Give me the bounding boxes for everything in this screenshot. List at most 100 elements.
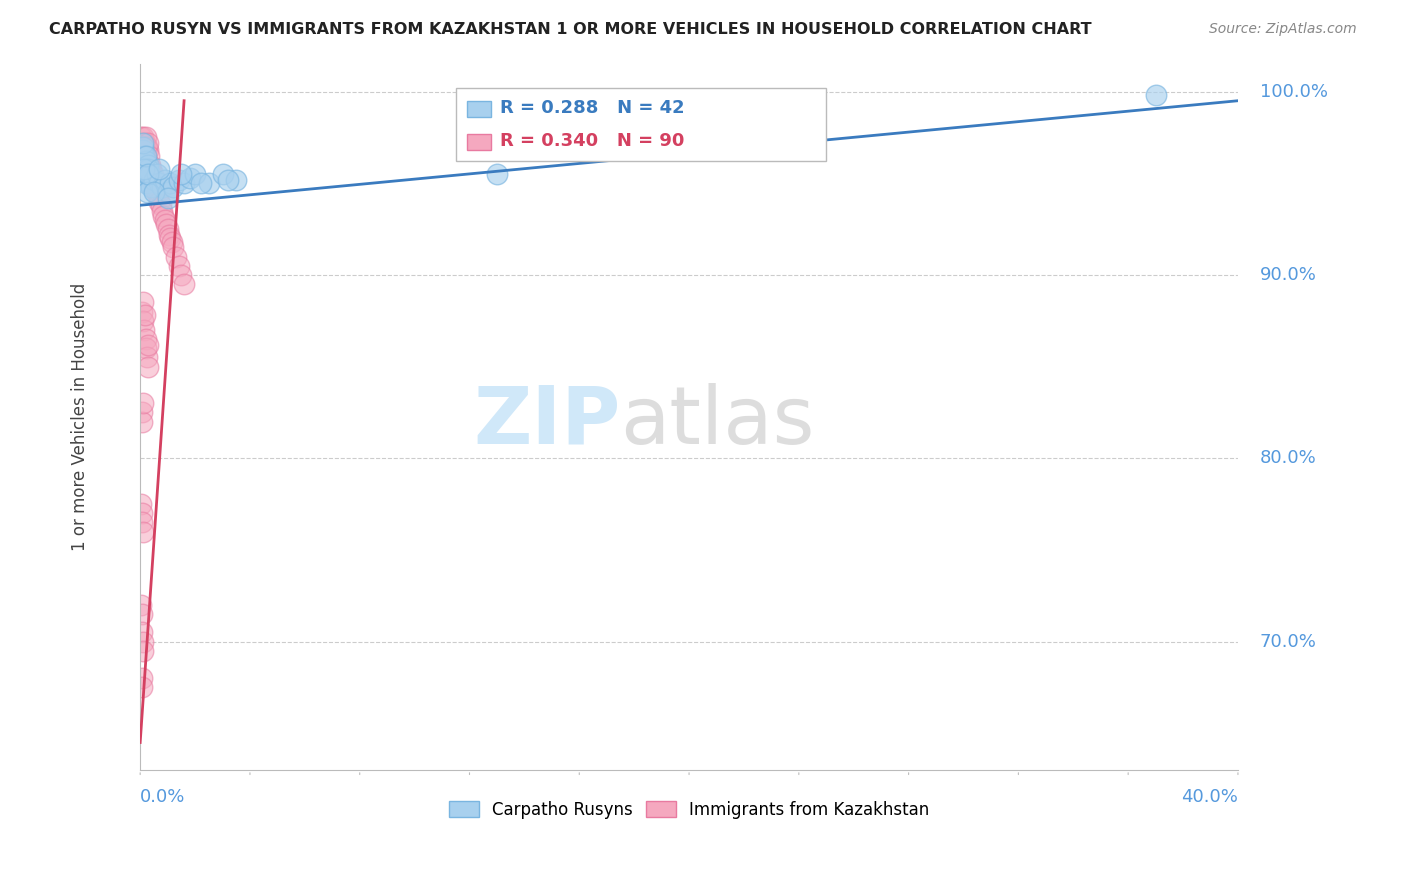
Point <box>165 250 187 264</box>
Point <box>134 149 156 163</box>
Bar <box>467 101 492 117</box>
Point <box>149 198 172 212</box>
Point <box>145 167 167 181</box>
Point <box>138 359 160 374</box>
Point <box>136 337 159 351</box>
Point <box>132 161 155 176</box>
Point <box>131 139 153 153</box>
Point <box>132 167 155 181</box>
Point <box>184 167 207 181</box>
Text: CARPATHO RUSYN VS IMMIGRANTS FROM KAZAKHSTAN 1 OR MORE VEHICLES IN HOUSEHOLD COR: CARPATHO RUSYN VS IMMIGRANTS FROM KAZAKH… <box>49 22 1092 37</box>
Point <box>148 161 170 176</box>
Point <box>148 186 170 200</box>
Point <box>135 130 157 145</box>
Point <box>153 172 176 186</box>
Point <box>135 149 157 163</box>
Point <box>139 158 162 172</box>
Point <box>131 143 153 157</box>
Point <box>143 180 166 194</box>
Point <box>132 136 155 150</box>
Point <box>129 143 152 157</box>
Point <box>162 180 184 194</box>
Point <box>135 167 157 181</box>
Point <box>160 235 183 249</box>
Point <box>131 158 153 172</box>
Point <box>132 154 155 169</box>
Point <box>135 332 157 346</box>
Point <box>135 139 157 153</box>
Point <box>132 644 155 658</box>
Point <box>134 136 156 150</box>
Point <box>134 308 156 322</box>
Point <box>148 176 170 190</box>
Point <box>131 681 153 695</box>
Point <box>131 415 153 429</box>
Point <box>134 167 156 181</box>
Point <box>131 167 153 181</box>
Point <box>157 227 180 242</box>
Point <box>170 167 193 181</box>
Point <box>131 172 153 186</box>
Point <box>131 625 153 640</box>
Text: 0.0%: 0.0% <box>141 789 186 806</box>
Text: atlas: atlas <box>620 383 815 460</box>
Point <box>131 516 153 530</box>
Point <box>136 167 159 181</box>
Point <box>136 154 159 169</box>
Point <box>138 136 160 150</box>
Text: 100.0%: 100.0% <box>1260 83 1327 101</box>
Point <box>132 143 155 157</box>
Point <box>141 167 163 181</box>
Point <box>485 167 508 181</box>
Point <box>136 143 159 157</box>
Text: R = 0.340   N = 90: R = 0.340 N = 90 <box>499 132 685 150</box>
Point <box>136 167 159 181</box>
Point <box>146 180 169 194</box>
Point <box>211 167 233 181</box>
Point <box>131 136 153 150</box>
Point <box>131 149 153 163</box>
Point <box>142 167 165 181</box>
Point <box>138 161 160 176</box>
Point <box>1144 88 1167 103</box>
Point <box>134 139 156 153</box>
Point <box>132 149 155 163</box>
Point <box>138 149 160 163</box>
Point <box>150 203 173 218</box>
Point <box>150 180 173 194</box>
Point <box>132 139 155 153</box>
Point <box>141 172 163 186</box>
Point <box>156 186 179 200</box>
Point <box>132 143 155 157</box>
Point <box>225 172 247 186</box>
Point <box>129 130 152 145</box>
Text: 1 or more Vehicles in Household: 1 or more Vehicles in Household <box>70 283 89 551</box>
Point <box>197 176 219 190</box>
Point <box>129 598 152 612</box>
Text: 90.0%: 90.0% <box>1260 266 1317 284</box>
Point <box>136 158 159 172</box>
Point <box>148 194 170 209</box>
Point <box>143 172 166 186</box>
Point <box>138 158 160 172</box>
Legend: Carpatho Rusyns, Immigrants from Kazakhstan: Carpatho Rusyns, Immigrants from Kazakhs… <box>441 794 936 825</box>
Text: 70.0%: 70.0% <box>1260 632 1317 650</box>
Point <box>145 176 167 190</box>
Point <box>134 323 156 337</box>
FancyBboxPatch shape <box>456 88 827 161</box>
Point <box>132 524 155 539</box>
Point <box>134 161 156 176</box>
Text: Source: ZipAtlas.com: Source: ZipAtlas.com <box>1209 22 1357 37</box>
Point <box>129 497 152 511</box>
Point <box>139 167 162 181</box>
Point <box>146 186 169 200</box>
Point <box>190 176 212 190</box>
Point <box>135 176 157 190</box>
Point <box>170 268 193 282</box>
Point <box>159 176 181 190</box>
Point <box>139 167 162 181</box>
Point <box>135 161 157 176</box>
Point <box>139 161 162 176</box>
Point <box>131 607 153 621</box>
Point <box>131 671 153 685</box>
